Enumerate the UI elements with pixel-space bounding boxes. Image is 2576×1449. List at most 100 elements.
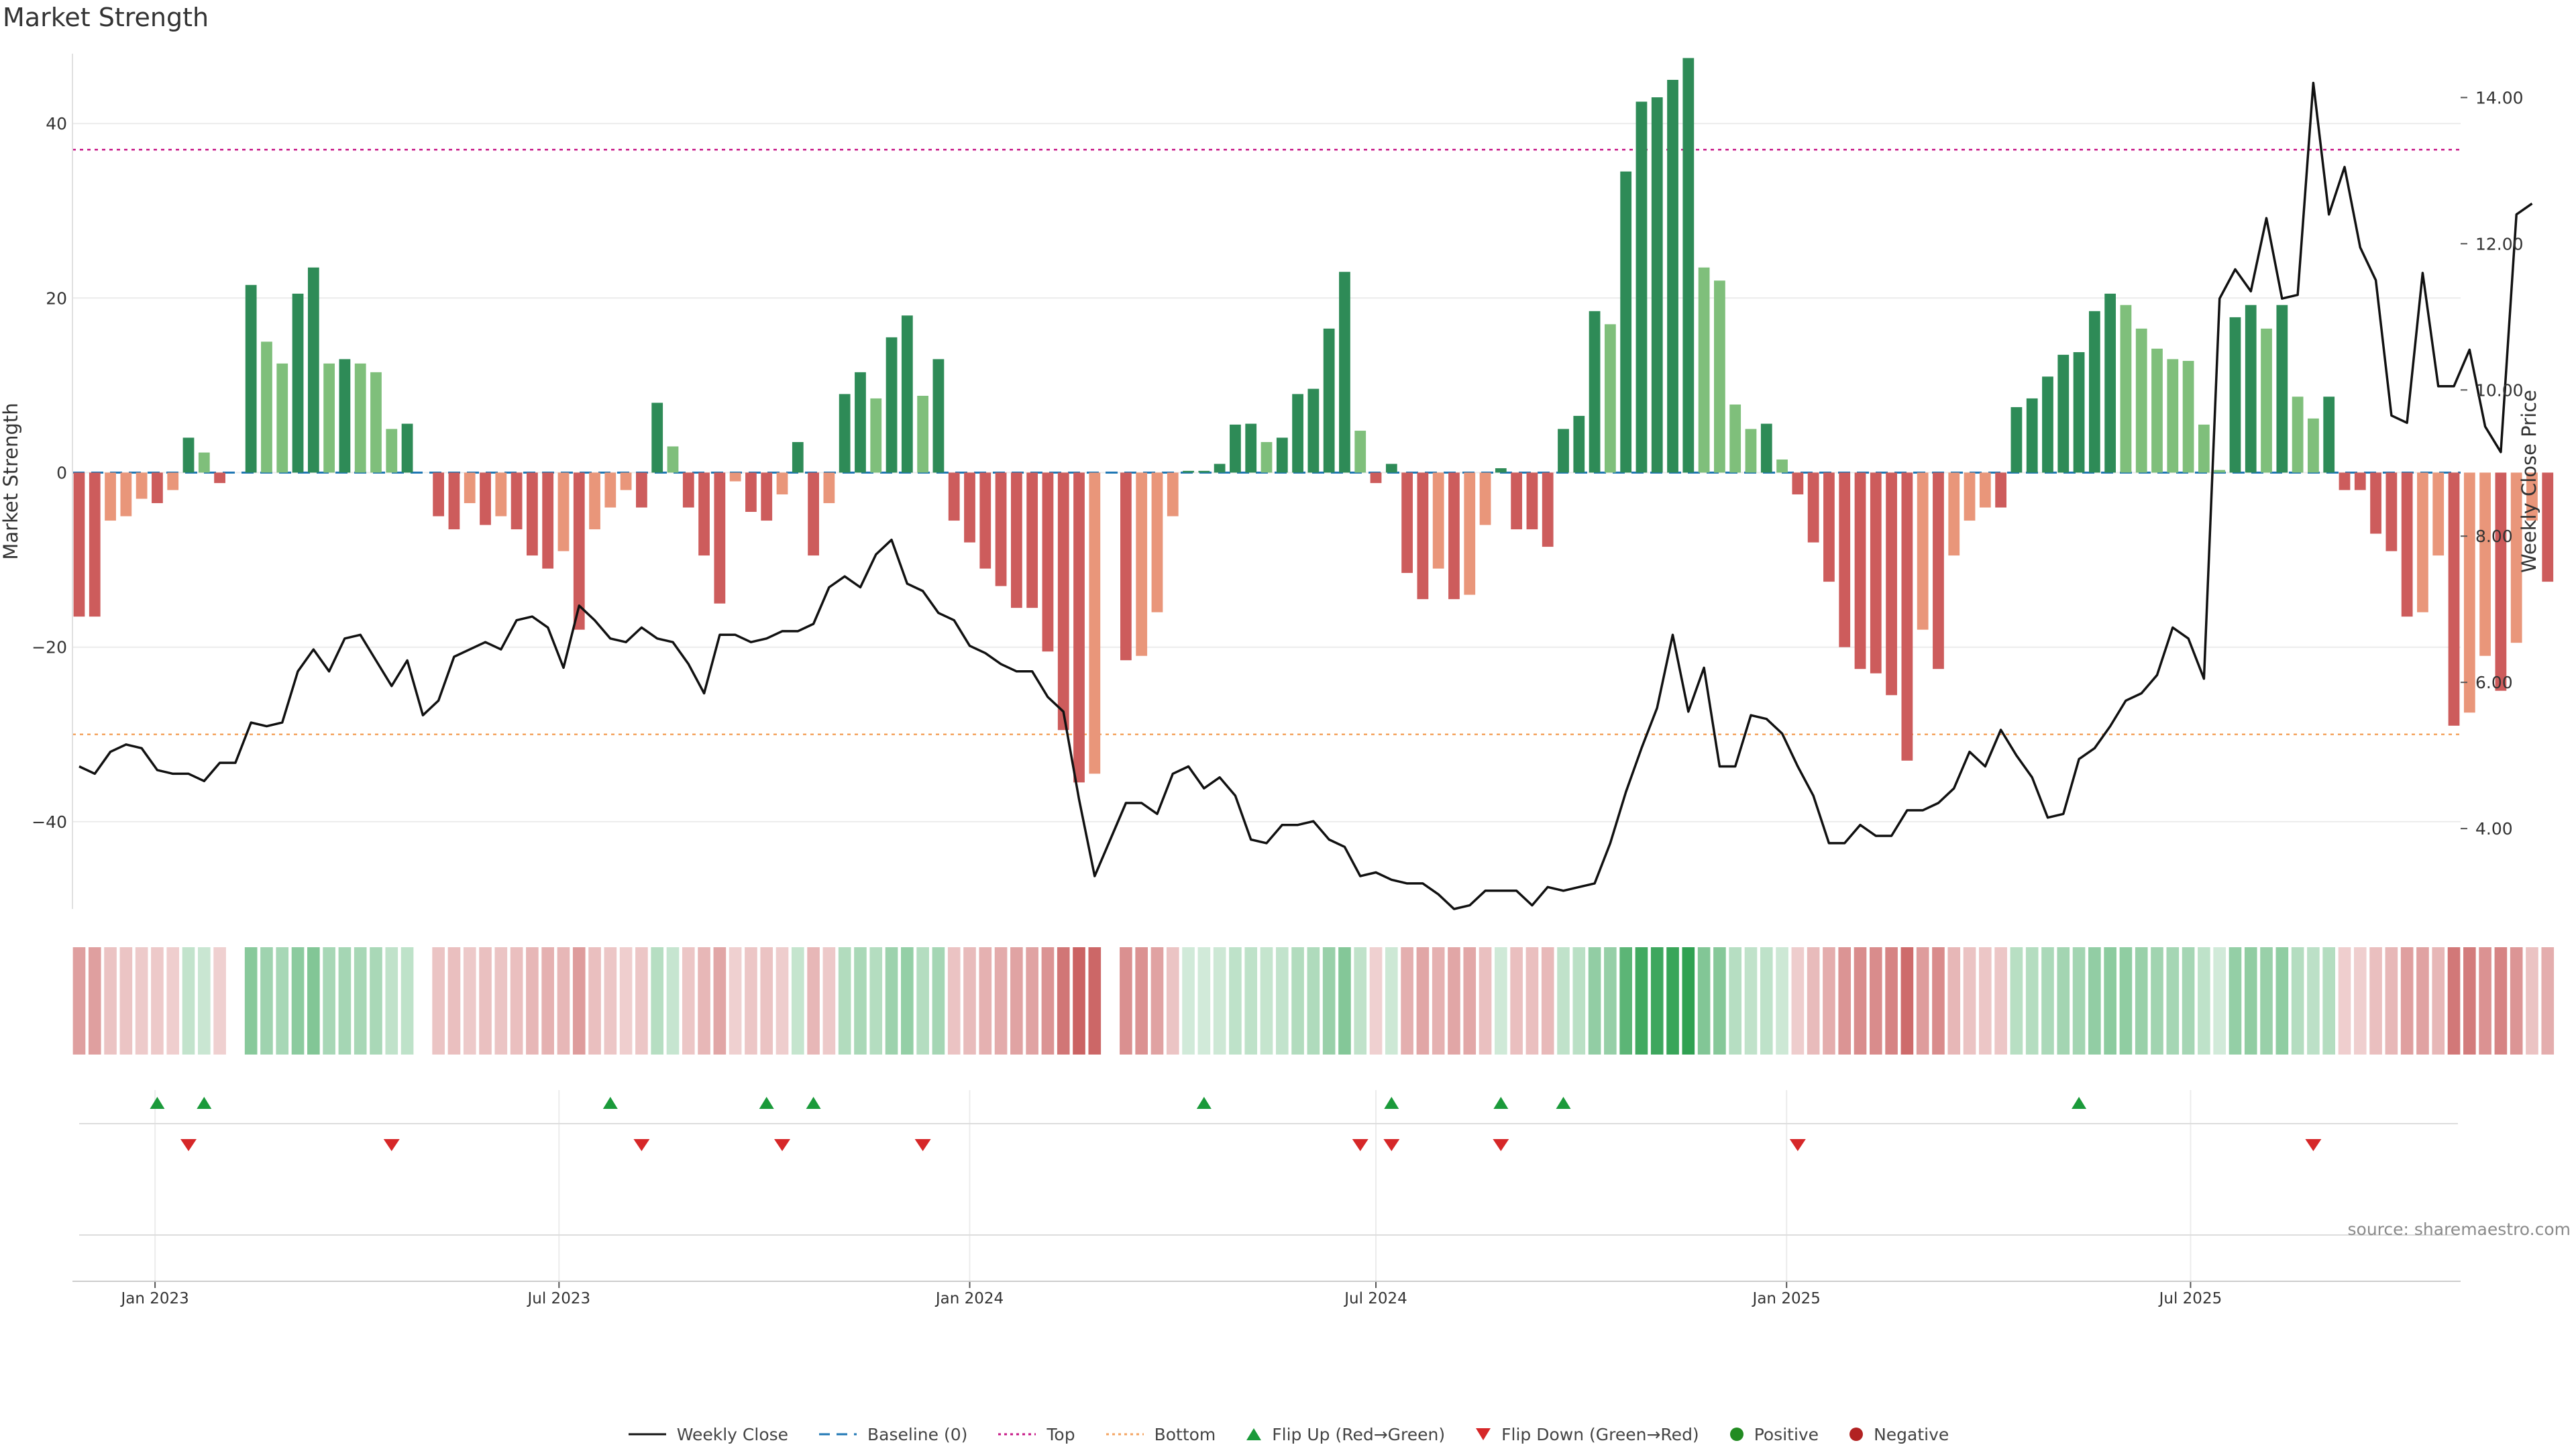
heat-cell [1525, 947, 1539, 1055]
heat-cell [166, 947, 180, 1055]
heat-cell [2198, 947, 2210, 1055]
heat-cell [1307, 947, 1320, 1055]
strength-bar [448, 472, 460, 530]
y2-tick-label: 12.00 [2475, 234, 2524, 254]
heat-cell [869, 947, 883, 1055]
heat-cell [213, 947, 226, 1055]
heat-cell [1354, 947, 1367, 1055]
legend-label: Flip Up (Red→Green) [1272, 1424, 1446, 1444]
strength-bar [2229, 317, 2241, 473]
circle-icon [1849, 1428, 1864, 1441]
strength-bar [1339, 272, 1350, 473]
strength-bar [1073, 472, 1085, 783]
triangle-up-icon [1246, 1428, 1262, 1440]
heat-cell [2541, 947, 2555, 1055]
strength-bar [480, 472, 491, 525]
strength-bar [73, 472, 85, 617]
heat-cell [2494, 947, 2508, 1055]
strength-bar [2510, 472, 2522, 643]
heat-cell [1322, 947, 1336, 1055]
flip-up-marker [197, 1097, 212, 1109]
strength-bar [1933, 472, 1944, 669]
strength-bar [682, 472, 694, 508]
strength-bar [1745, 429, 1757, 473]
strength-bar [1167, 472, 1179, 517]
strength-bar [667, 446, 679, 473]
heat-cell [447, 947, 461, 1055]
legend-weekly-close: Weekly Close [627, 1425, 788, 1444]
strength-bar [136, 472, 148, 499]
strength-bar [2370, 472, 2381, 534]
flip-down-marker [1789, 1139, 1806, 1151]
heat-cell [1041, 947, 1055, 1055]
chart-title: Market Strength [3, 3, 209, 32]
heat-cell [822, 947, 836, 1055]
heat-cell [1760, 947, 1773, 1055]
strength-bar [292, 293, 304, 473]
heat-cell [463, 947, 476, 1055]
strength-bar [1620, 171, 1632, 473]
heat-cell [2151, 947, 2163, 1055]
strength-bar [2308, 418, 2319, 473]
heat-cell [370, 947, 382, 1055]
heat-cell [1979, 947, 1992, 1055]
legend-negative: Negative [1848, 1425, 1949, 1444]
heat-cell [838, 947, 851, 1055]
heat-cell [432, 947, 445, 1055]
heat-cell [526, 947, 539, 1055]
strength-bar [1792, 472, 1804, 495]
strength-bar [2198, 424, 2210, 473]
strength-bar [2073, 352, 2085, 473]
heat-cell [182, 947, 195, 1055]
heat-cell [713, 947, 727, 1055]
y2-tick-label: 10.00 [2475, 380, 2524, 400]
strength-bar [1901, 472, 1913, 761]
heat-cell [619, 947, 633, 1055]
strength-bar [89, 472, 101, 617]
heat-cell [947, 947, 961, 1055]
heat-cell [1150, 947, 1164, 1055]
strength-bar [1448, 472, 1460, 600]
heat-cell [2182, 947, 2195, 1055]
triangle-down-icon [1476, 1428, 1491, 1440]
strength-bar [167, 472, 179, 490]
strength-bar [370, 372, 382, 473]
heat-cell [2119, 947, 2133, 1055]
heat-cell [1666, 947, 1679, 1055]
heat-cell [651, 947, 664, 1055]
flip-up-marker [806, 1097, 821, 1109]
heat-cell [572, 947, 586, 1055]
heat-cell [1385, 947, 1398, 1055]
strength-bar [1854, 472, 1866, 669]
strength-bar [1651, 97, 1663, 473]
strength-bar [2135, 328, 2147, 473]
strength-bar [1948, 472, 1960, 556]
legend-baseline: Baseline (0) [818, 1425, 967, 1444]
heat-cell [2244, 947, 2257, 1055]
heat-cell [1510, 947, 1523, 1055]
strength-bar [2323, 396, 2335, 473]
strength-bar [1479, 472, 1491, 525]
heat-cell [775, 947, 789, 1055]
heat-cell [2057, 947, 2070, 1055]
heat-cell [1401, 947, 1413, 1055]
y-tick-label: −40 [32, 812, 67, 832]
heat-cell [1682, 947, 1695, 1055]
flip-down-marker [1383, 1139, 1400, 1151]
strength-bar [214, 472, 225, 484]
heat-cell [1338, 947, 1351, 1055]
strength-bar [995, 472, 1007, 586]
strength-bar [1682, 58, 1695, 473]
heat-cell [791, 947, 804, 1055]
strength-bar [1917, 472, 1929, 630]
heat-cell [1885, 947, 1898, 1055]
heat-cell [1823, 947, 1835, 1055]
heat-cell [2213, 947, 2226, 1055]
y-tick-label: 0 [56, 463, 67, 482]
strength-bar [386, 429, 398, 473]
heat-cell [2510, 947, 2523, 1055]
heat-cell [1213, 947, 1226, 1055]
heat-cell [88, 947, 101, 1055]
strength-bar [1245, 423, 1257, 473]
strength-bar [1354, 431, 1366, 473]
